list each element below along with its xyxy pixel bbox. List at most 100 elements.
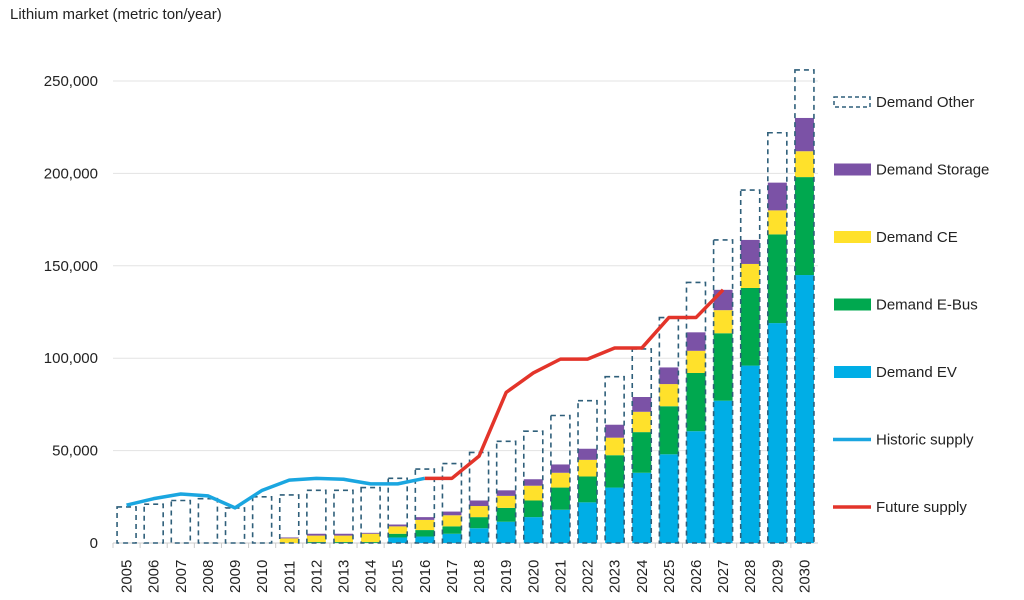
bar-demand-ce: [496, 495, 516, 508]
bar-demand-storage: [523, 479, 543, 486]
x-tick-label: 2008: [200, 560, 217, 593]
legend-label-demand-storage: Demand Storage: [876, 162, 989, 179]
bar-demand-ev: [740, 365, 760, 543]
legend-label-historic-supply: Historic supply: [876, 432, 974, 449]
bar-demand-storage: [659, 367, 679, 385]
bar-demand-ce: [469, 506, 489, 518]
bar-demand-ev: [632, 472, 652, 543]
bar-demand-e-bus: [632, 432, 652, 473]
bar-demand-ev: [578, 502, 598, 543]
bar-demand-e-bus: [767, 234, 787, 324]
x-tick-label: 2020: [525, 560, 542, 593]
bar-demand-storage: [686, 332, 706, 351]
bar-demand-e-bus: [442, 526, 462, 534]
bar-demand-other: [387, 477, 409, 544]
x-tick-label: 2010: [254, 560, 271, 593]
bar-demand-other: [224, 507, 246, 544]
bar-demand-ev: [767, 323, 787, 543]
bar-demand-storage: [632, 397, 652, 412]
bar-demand-other: [495, 440, 517, 544]
bar-demand-ce: [388, 526, 408, 534]
bar-demand-ce: [442, 515, 462, 527]
bar-demand-ce: [550, 472, 570, 488]
bar-demand-ev: [496, 521, 516, 543]
bar-demand-other: [251, 495, 273, 544]
x-tick-label: 2013: [335, 560, 352, 593]
bar-demand-other: [739, 189, 761, 544]
bar-demand-other: [278, 494, 300, 544]
bar-demand-other: [333, 489, 354, 544]
bar-demand-storage: [333, 533, 353, 536]
y-tick-label: 150,000: [44, 258, 98, 275]
x-tick-label: 2023: [607, 560, 624, 593]
bar-demand-e-bus: [794, 177, 814, 276]
bar-demand-storage: [496, 490, 516, 496]
x-tick-label: 2022: [580, 560, 597, 593]
bar-demand-ce: [767, 210, 787, 235]
bar-demand-ev: [523, 517, 543, 543]
y-tick-label: 250,000: [44, 73, 98, 90]
x-tick-label: 2014: [363, 560, 380, 593]
bar-demand-ev: [794, 275, 814, 543]
bar-demand-ev: [442, 533, 462, 543]
bar-demand-other: [116, 506, 137, 544]
legend-swatch-demand-ce: [834, 231, 871, 243]
x-tick-label: 2015: [390, 560, 407, 593]
bar-demand-other: [685, 281, 707, 544]
bar-demand-e-bus: [605, 455, 625, 488]
legend-label-demand-e-bus: Demand E-Bus: [876, 297, 978, 314]
x-tick-label: 2019: [498, 560, 515, 593]
bar-demand-e-bus: [496, 507, 516, 522]
bar-demand-ce: [578, 459, 598, 477]
bar-demand-ev: [388, 537, 408, 543]
bar-demand-ce: [361, 533, 381, 543]
x-tick-label: 2028: [742, 560, 759, 593]
bar-demand-ev: [469, 528, 489, 543]
chart-title: Lithium market (metric ton/year): [10, 6, 222, 23]
x-tick-label: 2005: [119, 560, 136, 593]
y-tick-label: 0: [90, 535, 98, 552]
bar-demand-storage: [306, 533, 326, 536]
bar-demand-ev: [415, 536, 435, 543]
x-tick-label: 2025: [661, 560, 678, 593]
bar-demand-ce: [713, 310, 733, 334]
bar-demand-other: [550, 414, 571, 544]
bar-demand-e-bus: [659, 406, 679, 455]
bar-demand-ce: [279, 538, 299, 543]
bar-demand-ev: [686, 431, 706, 543]
bar-demand-storage: [415, 517, 435, 520]
bar-demand-other: [306, 489, 327, 544]
x-tick-label: 2018: [471, 560, 488, 593]
x-tick-label: 2017: [444, 560, 461, 593]
x-tick-label: 2009: [227, 560, 244, 593]
bar-demand-storage: [469, 500, 489, 507]
bar-demand-e-bus: [550, 487, 570, 510]
bar-demand-other: [712, 239, 734, 544]
bar-demand-other: [414, 468, 436, 544]
x-tick-label: 2012: [308, 560, 325, 593]
x-tick-label: 2029: [769, 560, 786, 593]
x-tick-label: 2016: [417, 560, 434, 593]
bar-demand-other: [143, 503, 164, 544]
bar-demand-e-bus: [740, 287, 760, 366]
legend-label-demand-ce: Demand CE: [876, 229, 958, 246]
legend-swatch-demand-ev: [834, 366, 871, 378]
bar-demand-storage: [550, 464, 570, 473]
x-tick-label: 2021: [552, 560, 569, 593]
legend-swatch-demand-other: [833, 96, 871, 108]
bar-demand-e-bus: [388, 533, 408, 538]
y-tick-label: 50,000: [52, 443, 98, 460]
bar-demand-ce: [523, 485, 543, 501]
bar-demand-e-bus: [578, 476, 598, 503]
x-tick-label: 2026: [688, 560, 705, 593]
bar-demand-storage: [605, 424, 625, 438]
x-tick-label: 2024: [634, 560, 651, 593]
bar-demand-ce: [686, 350, 706, 373]
legend-label-demand-ev: Demand EV: [876, 364, 957, 381]
bar-demand-storage: [794, 117, 814, 152]
bar-demand-e-bus: [469, 517, 489, 529]
bar-demand-ce: [659, 384, 679, 407]
bar-demand-e-bus: [713, 333, 733, 401]
bar-demand-other: [170, 499, 192, 544]
